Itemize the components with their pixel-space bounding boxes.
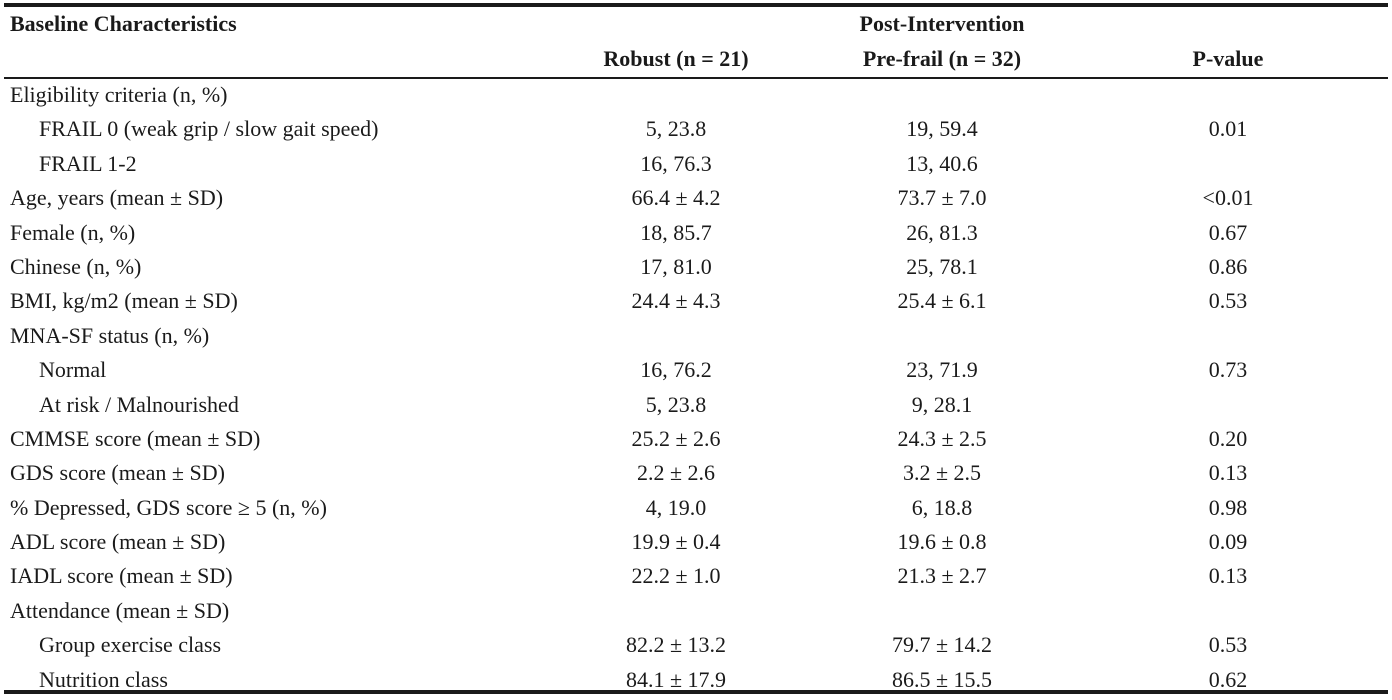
table-row: ADL score (mean ± SD) 19.9 ± 0.4 19.6 ± 0.…	[0, 527, 1392, 561]
table-header-rule	[4, 77, 1388, 79]
table-row: Chinese (n, %) 17, 81.0 25, 78.1 0.86	[0, 252, 1392, 286]
cell-p-value: 0.13	[1208, 460, 1248, 486]
header-pre-frail: Pre-frail (n = 32)	[862, 46, 1022, 71]
row-label: MNA-SF status (n, %)	[10, 322, 210, 348]
row-label: Attendance (mean ± SD)	[10, 597, 230, 623]
table-row: Group exercise class 82.2 ± 13.2 79.7 ± 14…	[0, 630, 1392, 664]
cell-robust: 22.2 ± 1.0	[631, 563, 721, 589]
cell-p-value: 0.53	[1208, 632, 1248, 658]
row-label: Eligibility criteria (n, %)	[10, 82, 228, 107]
cell-robust: 19.9 ± 0.4	[631, 529, 721, 555]
table-row: MNA-SF status (n, %)	[0, 321, 1392, 355]
header-robust: Robust (n = 21)	[603, 46, 749, 71]
cell-robust: 24.4 ± 4.3	[631, 288, 721, 314]
cell-p-value: 0.86	[1208, 253, 1248, 279]
table-row: BMI, kg/m2 (mean ± SD) 24.4 ± 4.3 25.4 ± 6…	[0, 286, 1392, 320]
cell-p-value: 0.01	[1208, 116, 1248, 142]
cell-pre-frail: 19.6 ± 0.8	[897, 529, 987, 555]
cell-pre-frail: 13, 40.6	[906, 150, 978, 176]
table-row: FRAIL 1-2 16, 76.3 13, 40.6	[0, 149, 1392, 183]
cell-p-value: <0.01	[1202, 185, 1254, 211]
header-post-intervention: Post-Intervention	[859, 11, 1025, 36]
cell-p-value: 0.73	[1208, 357, 1248, 383]
row-label: ADL score (mean ± SD)	[10, 529, 226, 555]
cell-p-value: 0.62	[1208, 666, 1248, 692]
table-row: % Depressed, GDS score ≥ 5 (n, %) 4, 19.0…	[0, 493, 1392, 527]
cell-pre-frail: 6, 18.8	[911, 494, 973, 520]
cell-robust: 16, 76.3	[640, 150, 712, 176]
table-row: Age, years (mean ± SD) 66.4 ± 4.2 73.7 ± 7…	[0, 183, 1392, 217]
cell-p-value: 0.13	[1208, 563, 1248, 589]
row-label: % Depressed, GDS score ≥ 5 (n, %)	[10, 494, 327, 520]
header-baseline-characteristics: Baseline Characteristics	[10, 11, 237, 36]
cell-pre-frail: 24.3 ± 2.5	[897, 425, 987, 451]
table-row: Female (n, %) 18, 85.7 26, 81.3 0.67	[0, 218, 1392, 252]
table-row: Eligibility criteria (n, %)	[0, 80, 1392, 114]
row-label: IADL score (mean ± SD)	[10, 563, 233, 589]
row-label: Chinese (n, %)	[10, 253, 142, 279]
cell-robust: 5, 23.8	[645, 391, 707, 417]
cell-robust: 25.2 ± 2.6	[631, 425, 721, 451]
cell-pre-frail: 86.5 ± 15.5	[891, 666, 993, 692]
cell-robust: 5, 23.8	[645, 116, 707, 142]
row-label: FRAIL 0 (weak grip / slow gait speed)	[39, 116, 379, 142]
table-body: Eligibility criteria (n, %) FRAIL 0 (weak…	[0, 80, 1392, 699]
cell-robust: 2.2 ± 2.6	[636, 460, 716, 486]
table-row: GDS score (mean ± SD) 2.2 ± 2.6 3.2 ± 2.5 0…	[0, 458, 1392, 492]
cell-robust: 4, 19.0	[645, 494, 707, 520]
row-label: Group exercise class	[39, 632, 222, 658]
row-label: GDS score (mean ± SD)	[10, 460, 225, 486]
cell-robust: 16, 76.2	[640, 357, 712, 383]
cell-p-value: 0.20	[1208, 425, 1248, 451]
table-top-rule	[4, 3, 1388, 7]
row-label: Nutrition class	[39, 666, 168, 692]
table-row: CMMSE score (mean ± SD) 25.2 ± 2.6 24.3 ± …	[0, 424, 1392, 458]
cell-pre-frail: 9, 28.1	[911, 391, 973, 417]
table-row: Nutrition class 84.1 ± 17.9 86.5 ± 15.5 0.6…	[0, 665, 1392, 699]
table-row: IADL score (mean ± SD) 22.2 ± 1.0 21.3 ± 2…	[0, 561, 1392, 595]
cell-robust: 84.1 ± 17.9	[625, 666, 727, 692]
cell-pre-frail: 26, 81.3	[906, 219, 978, 245]
table-row: Attendance (mean ± SD)	[0, 596, 1392, 630]
table-row: FRAIL 0 (weak grip / slow gait speed) 5, …	[0, 114, 1392, 148]
cell-pre-frail: 25.4 ± 6.1	[897, 288, 987, 314]
cell-pre-frail: 23, 71.9	[906, 357, 978, 383]
cell-robust: 66.4 ± 4.2	[631, 185, 721, 211]
cell-robust: 18, 85.7	[640, 219, 712, 245]
row-label: CMMSE score (mean ± SD)	[10, 425, 261, 451]
cell-robust: 17, 81.0	[640, 253, 712, 279]
cell-p-value: 0.67	[1208, 219, 1248, 245]
cell-pre-frail: 25, 78.1	[906, 253, 978, 279]
cell-p-value: 0.53	[1208, 288, 1248, 314]
row-label: Normal	[39, 357, 107, 383]
cell-pre-frail: 21.3 ± 2.7	[897, 563, 987, 589]
cell-robust: 82.2 ± 13.2	[625, 632, 727, 658]
cell-pre-frail: 19, 59.4	[906, 116, 978, 142]
row-label: FRAIL 1-2	[39, 150, 137, 176]
row-label: BMI, kg/m2 (mean ± SD)	[10, 288, 238, 314]
table-row: Normal 16, 76.2 23, 71.9 0.73	[0, 355, 1392, 389]
row-label: Age, years (mean ± SD)	[10, 185, 224, 211]
cell-pre-frail: 3.2 ± 2.5	[902, 460, 982, 486]
cell-p-value: 0.09	[1208, 529, 1248, 555]
cell-pre-frail: 79.7 ± 14.2	[891, 632, 993, 658]
header-p-value: P-value	[1192, 46, 1264, 71]
table-row: At risk / Malnourished 5, 23.8 9, 28.1	[0, 390, 1392, 424]
table-bottom-rule	[4, 690, 1388, 694]
cell-p-value: 0.98	[1208, 494, 1248, 520]
cell-pre-frail: 73.7 ± 7.0	[897, 185, 987, 211]
row-label: Female (n, %)	[10, 219, 136, 245]
row-label: At risk / Malnourished	[39, 391, 239, 417]
